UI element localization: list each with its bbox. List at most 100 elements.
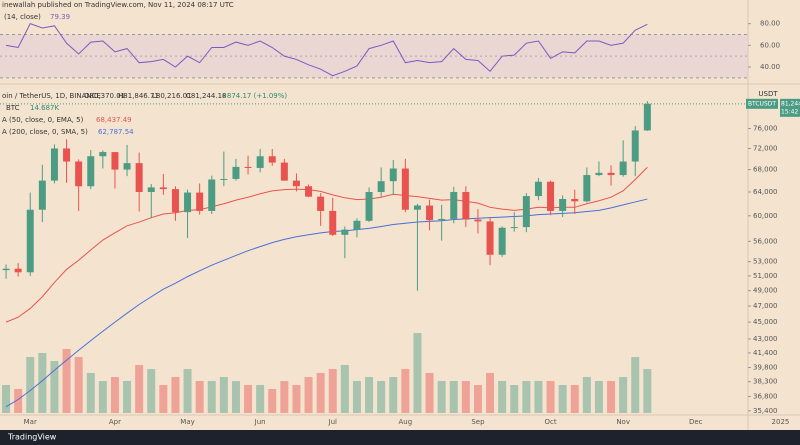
volume-bar	[316, 373, 325, 413]
volume-bar	[26, 357, 35, 413]
volume-bar	[534, 381, 543, 413]
y-tick-label: 35,400	[753, 407, 778, 415]
candle-body	[63, 148, 71, 162]
x-tick-label: Sep	[471, 418, 485, 426]
footer-bar	[0, 430, 800, 445]
candle-body	[75, 161, 83, 187]
x-tick-label: 2025	[772, 418, 790, 426]
volume-bar	[570, 385, 579, 413]
volume-bar	[619, 377, 628, 413]
rsi-band	[0, 34, 748, 78]
candle-body	[256, 156, 264, 168]
candle-body	[559, 198, 567, 211]
currency: USDT	[758, 90, 778, 98]
candle-body	[171, 189, 179, 213]
volume-bar	[461, 381, 470, 413]
volume-bar	[643, 369, 652, 413]
volume-bar	[328, 369, 337, 413]
volume-bar	[268, 389, 277, 413]
rsi-line	[5, 23, 648, 77]
candle-body	[2, 268, 10, 271]
sma-value: 62,787.54	[98, 128, 134, 136]
volume-bar	[389, 377, 398, 413]
volume-name: BTC	[6, 104, 20, 112]
candle-body	[159, 187, 167, 190]
candle-body	[631, 130, 639, 162]
candle-body	[280, 162, 288, 181]
candle-body	[341, 229, 349, 235]
y-tick-label: 64,000	[753, 188, 778, 196]
candle-body	[643, 103, 651, 131]
volume-bar	[473, 385, 482, 413]
volume-bar	[98, 381, 107, 413]
y-tick-label: 56,000	[753, 237, 778, 245]
candle-body	[232, 166, 240, 179]
byline: inewallah published on TradingView.com, …	[2, 1, 234, 9]
volume-bar	[352, 381, 361, 413]
candle-body	[329, 210, 337, 235]
candle-body	[305, 186, 313, 197]
volume-bar	[171, 377, 180, 413]
volume-bar	[86, 373, 95, 413]
candle-body	[413, 205, 421, 210]
volume-bar	[147, 369, 156, 413]
volume-bar	[2, 385, 11, 413]
candle-body	[135, 163, 143, 192]
last-price: 81,244	[781, 100, 800, 107]
volume-bar	[14, 389, 23, 413]
candle-body	[26, 209, 34, 273]
ema-name: A (50, close, 0, EMA, 5)	[2, 116, 84, 124]
rsi-name: (14, close)	[4, 13, 41, 21]
volume-bar	[558, 385, 567, 413]
volume-bar	[582, 377, 591, 413]
volume-bar	[135, 365, 144, 413]
footer-brand: TradingView	[7, 433, 57, 442]
y-tick-label: 60.00	[760, 41, 780, 49]
candle-body	[534, 181, 542, 197]
volume-bar	[449, 381, 458, 413]
volume-bar	[292, 385, 301, 413]
candle-body	[317, 196, 325, 211]
volume-bar	[522, 381, 531, 413]
ohlc-change: +874.17 (+1.09%)	[221, 92, 287, 100]
y-tick-label: 43,000	[753, 335, 778, 343]
candle-body	[196, 192, 204, 211]
volume-bar	[74, 357, 83, 413]
candle-body	[87, 156, 95, 187]
candle-body	[14, 268, 22, 273]
volume-bar	[510, 385, 519, 413]
ema-value: 68,437.49	[96, 116, 132, 124]
y-tick-label: 72,000	[753, 144, 778, 152]
volume-bar	[207, 381, 216, 413]
y-tick-label: 51,000	[753, 272, 778, 280]
volume-bar	[123, 381, 132, 413]
volume-bar	[38, 353, 47, 413]
ohlc-open: O80,370.01	[84, 92, 125, 100]
y-tick-label: 49,000	[753, 287, 778, 295]
candle-body	[184, 192, 192, 213]
y-tick-label: 76,000	[753, 124, 778, 132]
x-tick-label: Apr	[109, 418, 121, 426]
candle-body	[377, 181, 385, 192]
volume-bar	[256, 385, 265, 413]
symbol: oin / TetherUS, 1D, BINANCE	[2, 92, 101, 100]
ma-line	[5, 166, 648, 323]
volume-bar	[340, 365, 349, 413]
candle-body	[208, 179, 216, 211]
candle-body	[50, 148, 58, 181]
x-tick-label: Jun	[254, 418, 266, 426]
candle-body	[547, 181, 555, 211]
sma-name: A (200, close, 0, SMA, 5)	[2, 128, 88, 136]
volume-bar	[280, 381, 289, 413]
y-tick-label: 68,000	[753, 166, 778, 174]
volume-bar	[607, 381, 616, 413]
ohlc-low: L80,216.01	[152, 92, 192, 100]
volume-bar	[195, 381, 204, 413]
candle-body	[365, 191, 373, 221]
y-tick-label: 39,800	[753, 364, 778, 372]
volume-bar	[631, 357, 640, 413]
candle-body	[220, 178, 228, 180]
x-tick-label: Jul	[328, 418, 338, 426]
ohlc-close: C81,244.18	[186, 92, 227, 100]
